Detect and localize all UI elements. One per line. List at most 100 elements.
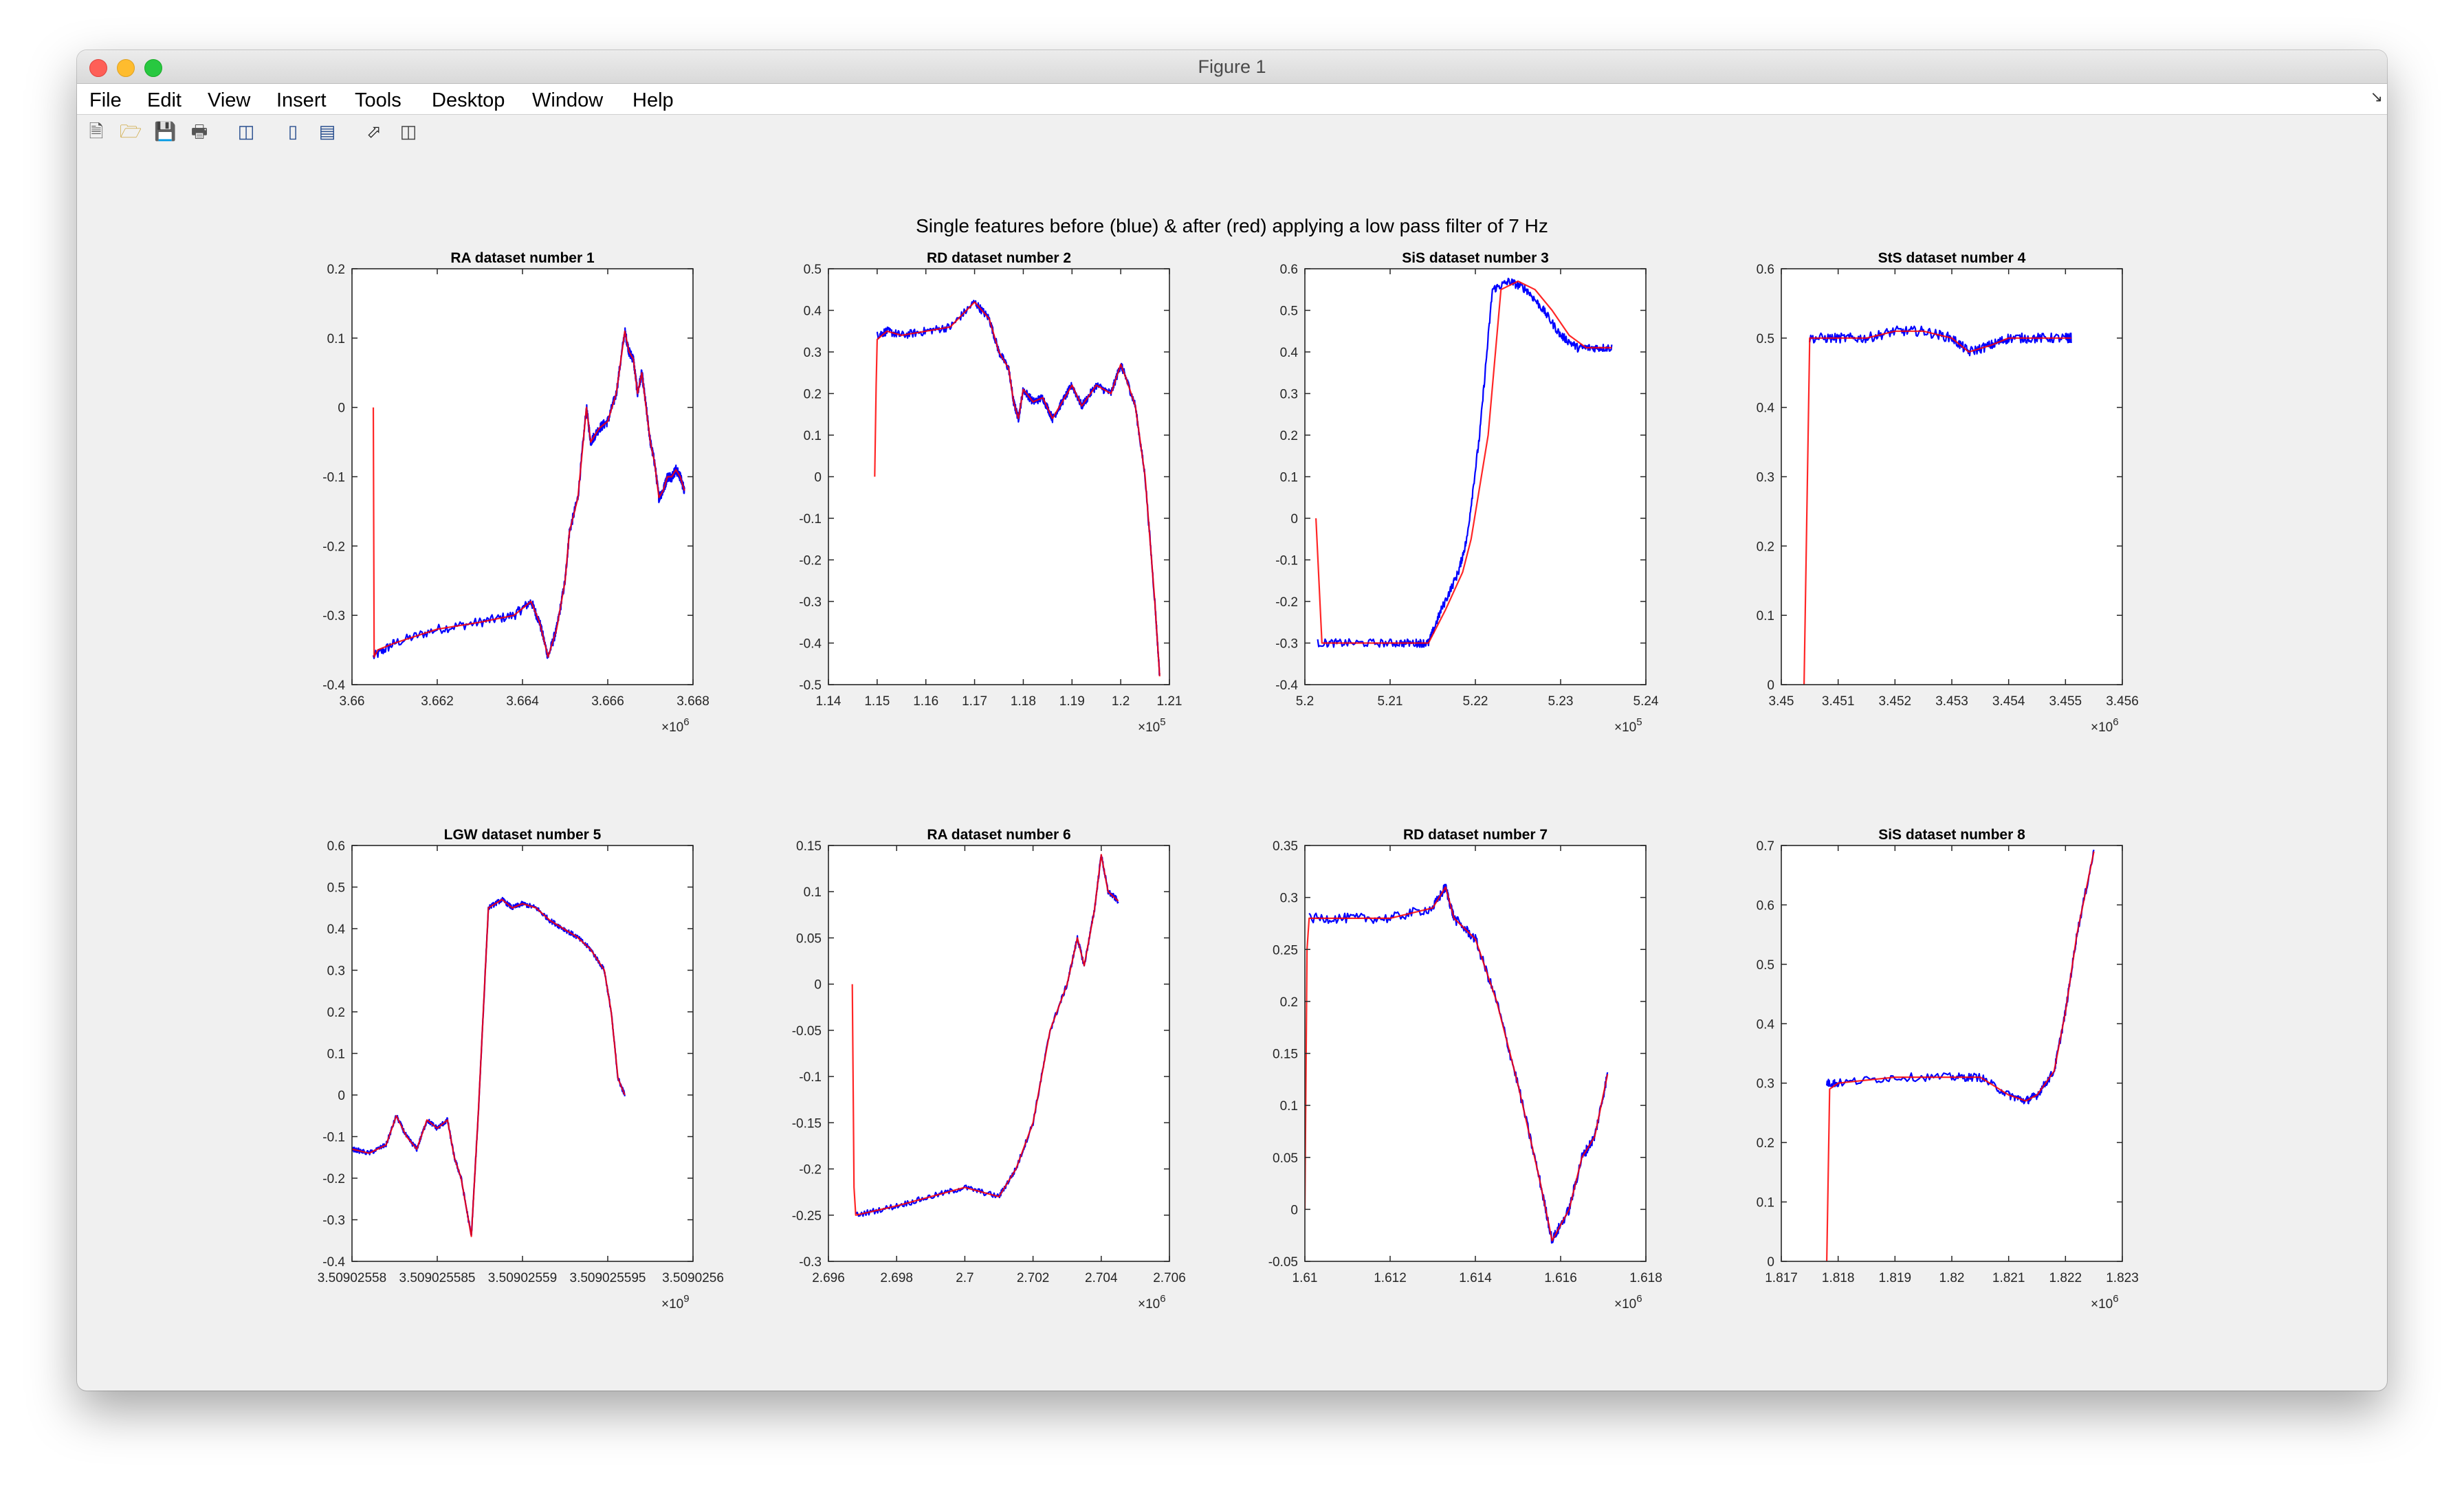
x-tick-label: 2.702: [1017, 1271, 1050, 1285]
series-after-line: [1826, 851, 2095, 1261]
menu-edit[interactable]: Edit: [147, 89, 182, 111]
subplot-7: 1.61 1.612 1.614 1.616 1.618 -0.05 0 0.05 0.1 0.1…: [1268, 827, 1662, 1312]
y-tick-label: 0.6: [1757, 263, 1774, 277]
y-tick-label: 0.2: [1280, 995, 1298, 1010]
y-tick-label: 0.2: [1757, 1136, 1774, 1151]
undock-arrow-icon[interactable]: ↘: [2370, 88, 2383, 105]
y-tick-label: 0.3: [804, 346, 822, 360]
subplot-2: 1.14 1.15 1.16 1.17 1.18 1.19 1.2 1.21 -0.5 -0.4 -…: [799, 250, 1182, 735]
y-tick-label: 0.05: [796, 931, 822, 946]
x-tick-label: 1.16: [913, 694, 938, 709]
subplot-title: RA dataset number 1: [450, 250, 595, 266]
y-tick-label: 0.15: [796, 839, 822, 854]
y-tick-label: -0.2: [799, 1163, 822, 1177]
y-tick-label: -0.1: [799, 1070, 822, 1085]
y-tick-label: 0.6: [1757, 898, 1774, 913]
x-tick-label: 3.668: [676, 694, 710, 709]
x-tick-label: 3.452: [1879, 694, 1912, 709]
x-tick-label: 3.509025585: [399, 1271, 476, 1285]
menu-view[interactable]: View: [208, 89, 251, 111]
x-tick-label: 1.21: [1157, 694, 1182, 709]
x-tick-label: 3.45: [1769, 694, 1794, 709]
x-tick-label: 1.19: [1059, 694, 1085, 709]
x-tick-label: 1.2: [1112, 694, 1130, 709]
y-tick-label: 0.1: [1280, 471, 1298, 485]
menu-desktop[interactable]: Desktop: [432, 89, 505, 111]
x-tick-label: 3.456: [2106, 694, 2139, 709]
y-tick-label: 0.5: [327, 881, 345, 896]
link-plot-icon[interactable]: ◫: [237, 121, 255, 142]
menu-help[interactable]: Help: [632, 89, 674, 111]
x-exponent-power: 6: [2113, 1293, 2118, 1305]
figure-window: Figure 1 File Edit View Insert Tools Des…: [77, 50, 2387, 1391]
y-tick-label: -0.2: [799, 554, 822, 568]
y-tick-label: 0.3: [327, 964, 345, 979]
x-tick-label: 2.7: [956, 1271, 974, 1285]
menu-window[interactable]: Window: [532, 89, 604, 111]
x-tick-label: 1.61: [1292, 1271, 1318, 1285]
y-tick-label: -0.05: [792, 1024, 822, 1039]
x-tick-label: 3.662: [421, 694, 454, 709]
zoom-button[interactable]: [144, 59, 162, 77]
x-tick-label: 1.817: [1765, 1271, 1798, 1285]
y-tick-label: 0.5: [804, 263, 822, 277]
y-tick-label: 0.1: [804, 429, 822, 443]
close-button[interactable]: [89, 59, 107, 77]
x-exponent-power: 6: [683, 716, 689, 728]
x-exponent-label: ×109: [661, 1293, 690, 1312]
x-tick-label: 5.23: [1548, 694, 1574, 709]
x-tick-label: 5.22: [1463, 694, 1488, 709]
y-tick-label: 0.5: [1757, 332, 1774, 346]
y-tick-label: 0: [1767, 1255, 1774, 1270]
series-group: [1315, 278, 1613, 648]
series-after-line: [1305, 886, 1609, 1241]
save-icon[interactable]: 💾: [154, 121, 177, 142]
axes-background: [828, 269, 1169, 685]
menu-file[interactable]: File: [89, 89, 122, 111]
y-tick-label: 0.4: [1757, 1017, 1775, 1032]
y-tick-label: 0.3: [1280, 892, 1298, 906]
menu-insert[interactable]: Insert: [276, 89, 327, 111]
x-exponent-power: 5: [1636, 716, 1642, 728]
y-tick-label: -0.4: [322, 1255, 345, 1270]
y-tick-label: -0.15: [792, 1116, 822, 1131]
x-tick-label: 3.451: [1822, 694, 1855, 709]
y-tick-label: -0.4: [1275, 678, 1298, 693]
x-exponent-label: ×106: [1614, 1293, 1642, 1312]
y-tick-label: -0.1: [322, 1131, 345, 1145]
y-tick-label: 0.35: [1273, 839, 1298, 854]
window-title: Figure 1: [1198, 56, 1266, 77]
x-tick-label: 2.698: [880, 1271, 913, 1285]
insert-legend-icon[interactable]: ▤: [318, 121, 336, 142]
x-exponent-label: ×106: [2091, 1293, 2119, 1312]
y-tick-label: 0.7: [1757, 839, 1774, 854]
property-inspector-icon[interactable]: ◫: [399, 121, 417, 142]
x-tick-label: 1.822: [2049, 1271, 2082, 1285]
y-tick-label: 0.1: [327, 332, 345, 346]
print-icon[interactable]: 🖶: [190, 121, 208, 142]
new-figure-icon[interactable]: 🗎: [89, 121, 104, 142]
insert-colorbar-icon[interactable]: ▯: [287, 121, 298, 142]
x-tick-label: 1.819: [1879, 1271, 1912, 1285]
x-tick-label: 3.5090256: [662, 1271, 724, 1285]
y-tick-label: 0.25: [1273, 943, 1298, 958]
y-tick-label: 0.2: [1757, 540, 1774, 554]
menu-tools[interactable]: Tools: [355, 89, 402, 111]
subplot-title: RD dataset number 2: [927, 250, 1071, 266]
y-tick-label: -0.4: [799, 637, 822, 652]
x-tick-label: 3.454: [1992, 694, 2025, 709]
y-tick-label: 0: [814, 471, 822, 485]
open-file-icon[interactable]: 🗁: [120, 121, 142, 142]
x-tick-label: 3.50902558: [318, 1271, 386, 1285]
y-tick-label: -0.2: [322, 1172, 345, 1186]
x-tick-label: 5.21: [1378, 694, 1403, 709]
y-tick-label: 0: [1767, 678, 1774, 693]
edit-plot-arrow-icon[interactable]: ⬀: [366, 121, 382, 142]
series-before-line: [1809, 325, 2072, 357]
series-group: [1305, 883, 1609, 1244]
subplot-title: RD dataset number 7: [1403, 827, 1548, 843]
x-tick-label: 1.821: [1992, 1271, 2025, 1285]
minimize-button[interactable]: [117, 59, 135, 77]
x-tick-label: 1.18: [1011, 694, 1036, 709]
x-tick-label: 3.50902559: [488, 1271, 557, 1285]
